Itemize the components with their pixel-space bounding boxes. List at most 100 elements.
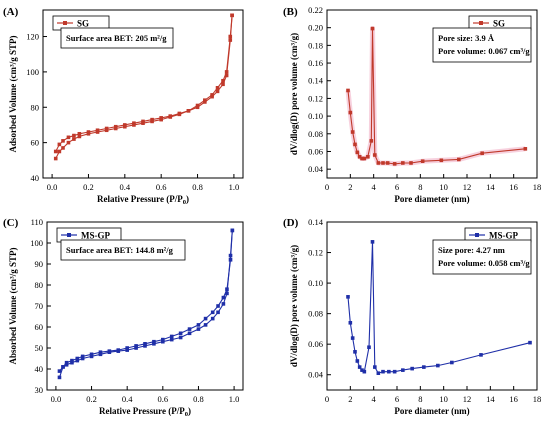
data-point xyxy=(353,350,357,354)
x-tick-label: 18 xyxy=(533,394,542,404)
y-tick-label: 100 xyxy=(30,238,43,248)
info-text: Surface area BET: 205 m²/g xyxy=(66,33,167,43)
info-box xyxy=(60,27,174,49)
y-axis-label: dV/dlog(D) pore volume (cm³/g) xyxy=(289,245,299,367)
y-tick-label: 70 xyxy=(35,301,44,311)
legend-label: MS-GP xyxy=(81,231,110,241)
data-point xyxy=(187,327,192,331)
data-point xyxy=(381,161,385,165)
y-tick-label: 120 xyxy=(26,32,39,42)
y-tick-label: 110 xyxy=(31,217,43,227)
data-point xyxy=(348,321,353,325)
data-point xyxy=(61,146,65,150)
data-point xyxy=(210,310,215,315)
y-axis-label: Adsorbed Volume (cm³/g STP) xyxy=(8,36,18,153)
data-point xyxy=(57,142,62,147)
legend-marker xyxy=(475,233,479,237)
data-point xyxy=(169,337,174,342)
data-point xyxy=(348,110,353,115)
x-tick-label: 2 xyxy=(348,394,352,404)
data-point xyxy=(61,139,65,143)
y-tick-label: 90 xyxy=(35,259,44,269)
y-axis-label: Absorbed Volume (cm³/g STP) xyxy=(8,248,18,365)
data-point xyxy=(350,336,355,340)
data-point xyxy=(104,128,109,133)
data-point xyxy=(64,363,69,367)
data-point xyxy=(216,310,220,315)
x-tick-label: 0 xyxy=(325,182,329,192)
info-text: Size pore: 4.27 nm xyxy=(438,245,505,255)
data-point xyxy=(70,358,74,363)
x-tick-label: 16 xyxy=(509,182,518,192)
data-point xyxy=(479,353,483,357)
data-point xyxy=(409,161,413,165)
legend-label: SG xyxy=(77,19,89,29)
x-tick-label: 12 xyxy=(463,182,472,192)
data-point xyxy=(523,147,528,151)
x-tick-label: 0.0 xyxy=(47,182,58,192)
data-point xyxy=(77,134,82,139)
data-point xyxy=(53,156,58,161)
x-tick-label: 0.8 xyxy=(193,394,204,404)
x-tick-label: 0.6 xyxy=(158,394,169,404)
y-axis-label: dV/dlog(D) pore volume (cm³/g) xyxy=(289,33,299,155)
chart-panel-4: (D) 0 2 4 6 8 10 12 14 16 18 0.04 0.06 0.08 0.10 0.12 0.… xyxy=(283,217,541,416)
y-tick-label: 60 xyxy=(35,322,44,332)
data-point xyxy=(346,295,350,299)
x-axis-label: Relative Pressure (P/P0) xyxy=(97,194,189,206)
data-point xyxy=(86,131,91,136)
x-tick-label: 0.8 xyxy=(192,182,203,192)
x-tick-label: 10 xyxy=(439,182,448,192)
data-point xyxy=(143,344,147,348)
data-point xyxy=(186,109,191,113)
data-point xyxy=(436,363,440,368)
data-point xyxy=(169,334,174,339)
data-point xyxy=(152,342,156,346)
data-point xyxy=(439,158,444,163)
data-point xyxy=(80,356,85,361)
data-point xyxy=(357,365,362,369)
data-point xyxy=(228,34,233,39)
data-point xyxy=(370,26,375,31)
info-box xyxy=(432,27,532,63)
info-box xyxy=(60,239,186,261)
legend-marker xyxy=(479,21,483,25)
x-tick-label: 0.0 xyxy=(51,394,62,404)
x-tick-label: 0.6 xyxy=(156,182,167,192)
data-point xyxy=(346,88,350,93)
data-point xyxy=(350,130,355,134)
x-tick-label: 12 xyxy=(463,394,472,404)
data-point xyxy=(376,371,381,375)
data-point xyxy=(77,131,82,136)
x-tick-label: 18 xyxy=(533,182,542,192)
data-point xyxy=(373,365,377,369)
plot-frame xyxy=(326,221,538,391)
x-tick-label: 10 xyxy=(439,394,448,404)
data-point xyxy=(401,161,405,165)
y-tick-label: 0.04 xyxy=(308,164,324,174)
y-tick-label: 40 xyxy=(31,173,40,183)
x-tick-label: 0.2 xyxy=(86,394,97,404)
data-point xyxy=(420,159,425,163)
x-tick-label: 6 xyxy=(395,182,399,192)
y-tick-label: 100 xyxy=(26,67,39,77)
x-tick-label: 2 xyxy=(348,182,352,192)
x-tick-label: 16 xyxy=(509,394,518,404)
x-tick-label: 0.4 xyxy=(122,394,133,404)
x-axis-label: Pore diameter (nm) xyxy=(394,194,469,204)
y-tick-label: 0.10 xyxy=(308,111,323,121)
data-point xyxy=(113,126,118,131)
data-point xyxy=(215,89,220,94)
x-tick-label: 4 xyxy=(372,182,377,192)
panel-letter: (C) xyxy=(3,217,19,229)
data-point xyxy=(360,368,364,372)
x-tick-label: 1.0 xyxy=(229,182,240,192)
y-tick-label: 0.14 xyxy=(308,76,324,86)
data-point xyxy=(75,358,80,363)
data-point xyxy=(362,369,367,374)
data-point xyxy=(187,331,192,336)
chart-panel-2: (B) 0 2 4 6 8 10 12 14 16 18 0.04 0.06 0.08 0.10 0.12 0.… xyxy=(283,5,541,204)
x-tick-label: 6 xyxy=(395,394,399,404)
data-point xyxy=(98,350,103,354)
data-point xyxy=(134,344,138,348)
